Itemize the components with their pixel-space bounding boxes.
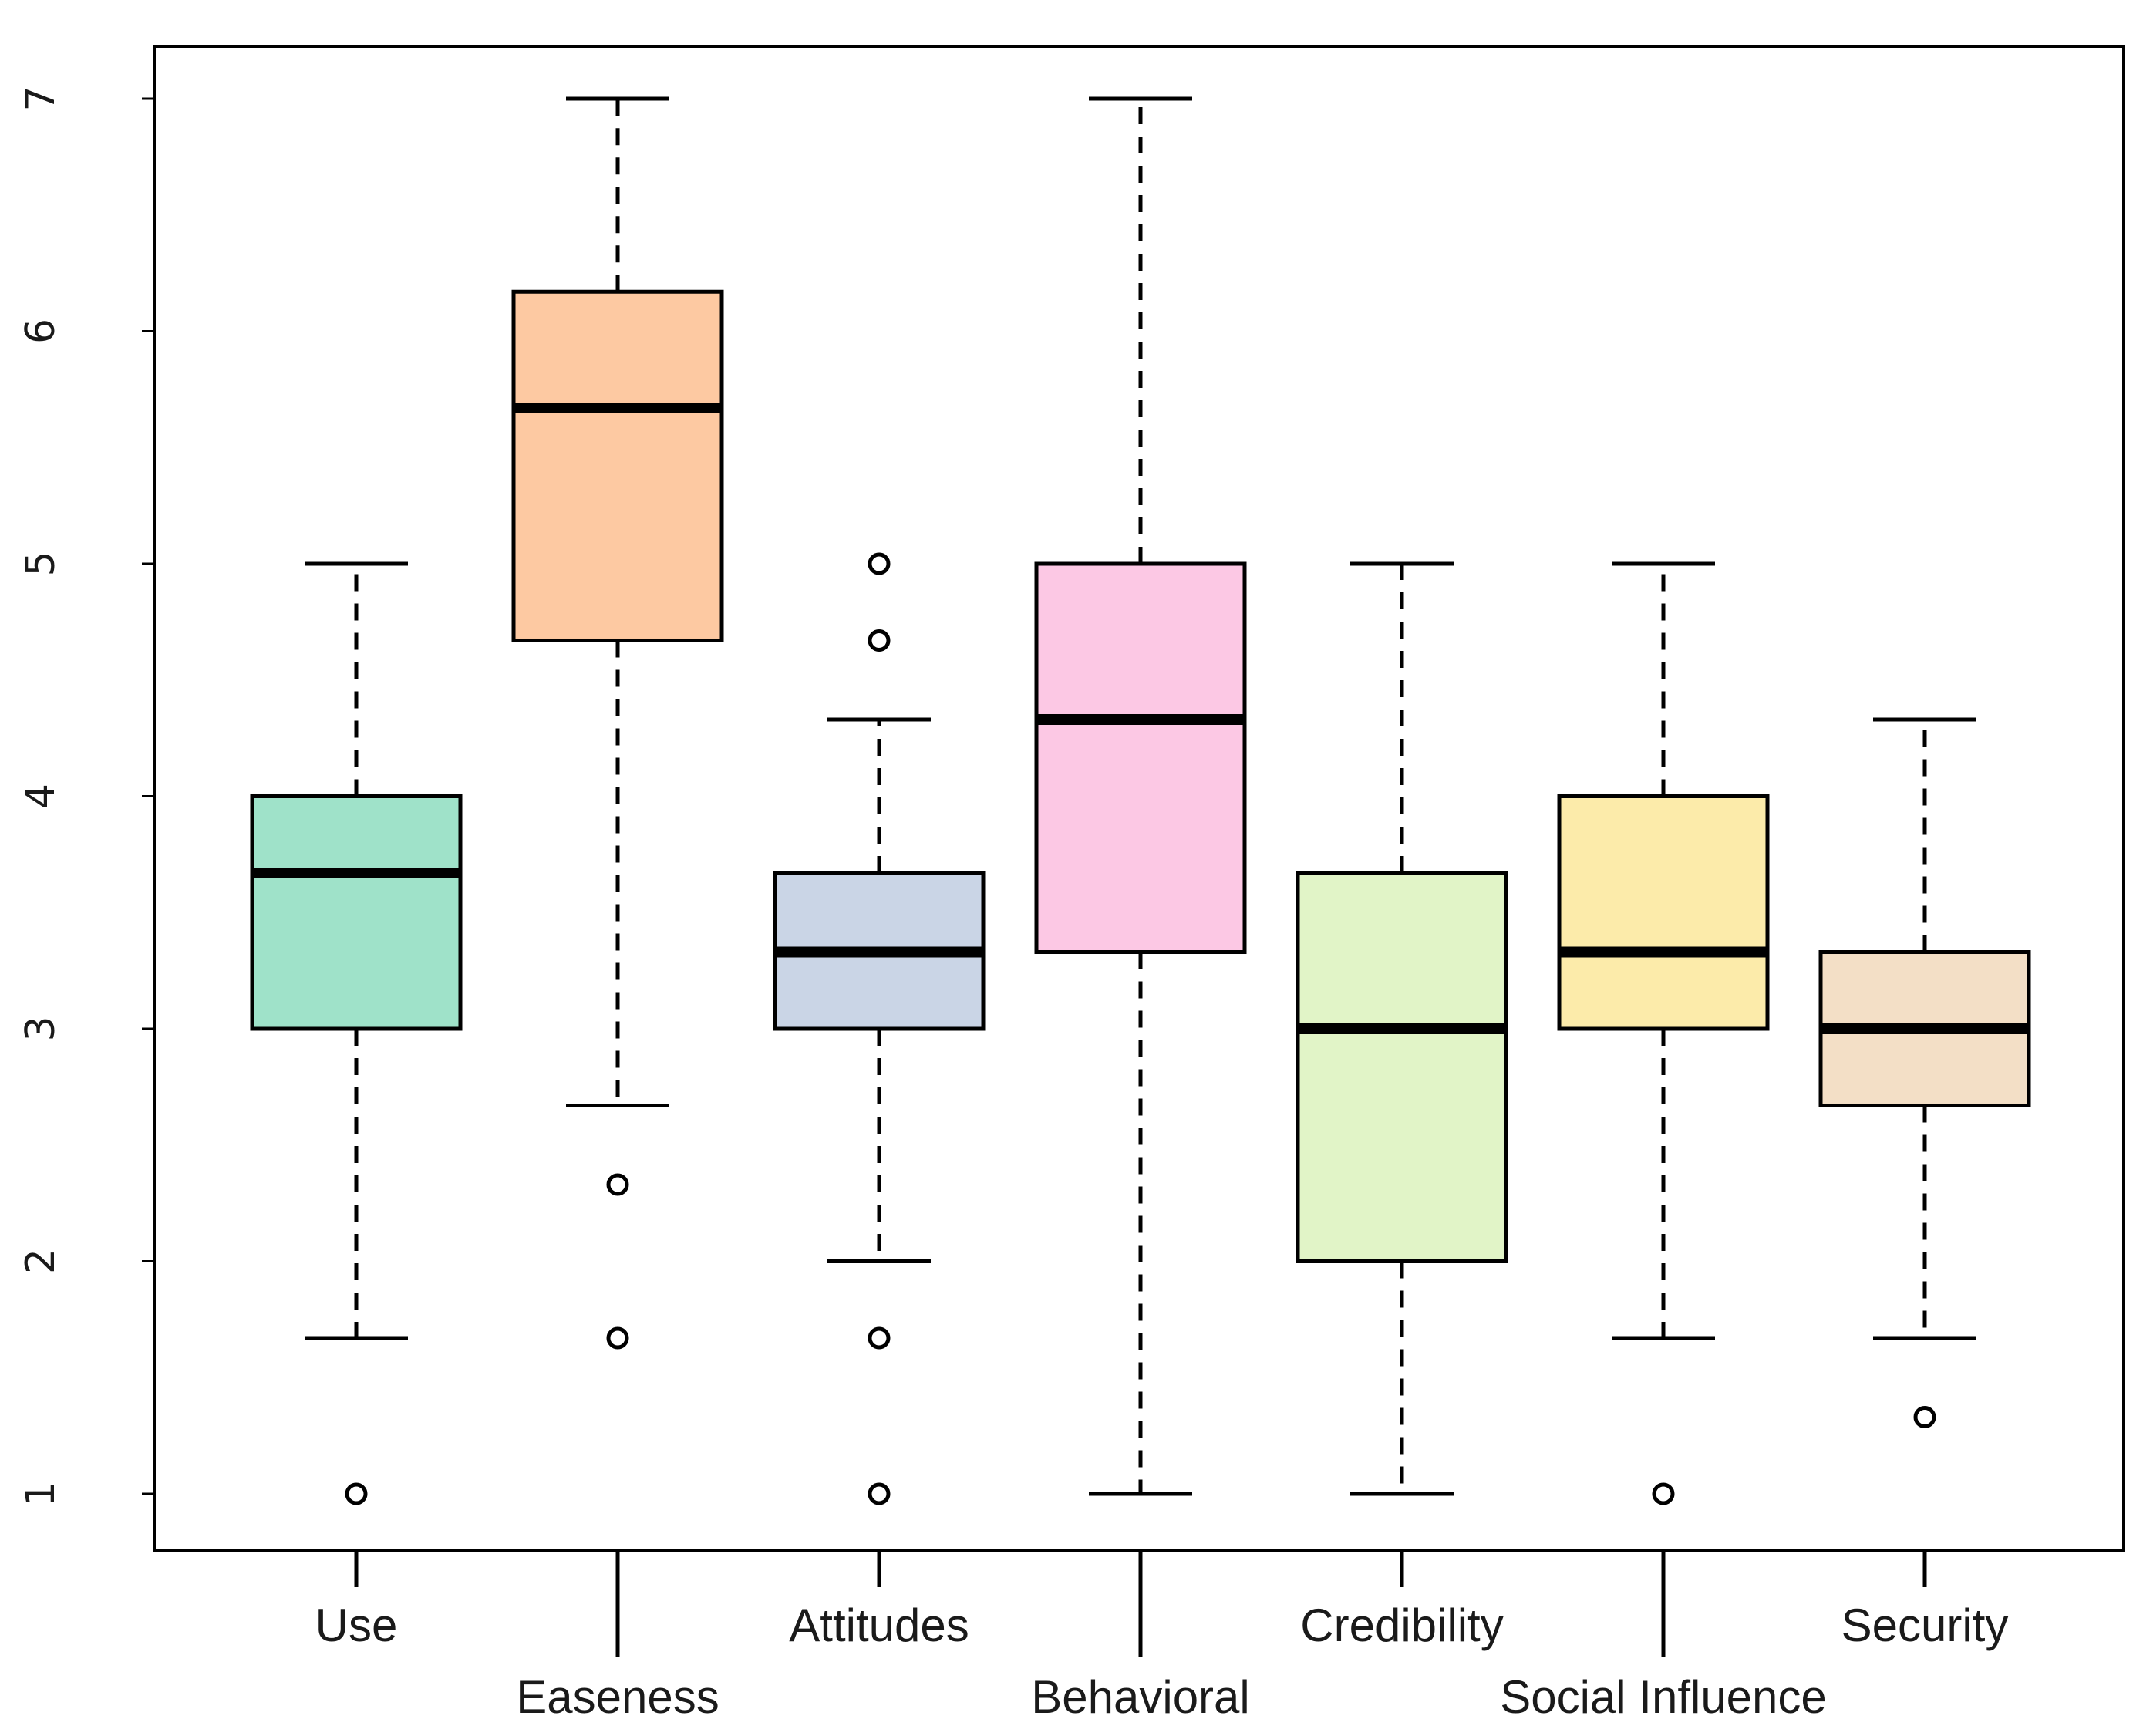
box-credibility [1296, 561, 1508, 1496]
outlier-point [606, 1326, 629, 1350]
iqr-box [1557, 794, 1770, 1031]
outlier-point [1913, 1406, 1936, 1429]
x-tick-label: Social Influence [1500, 1671, 1827, 1723]
x-tick-label: Credibility [1300, 1599, 1503, 1651]
outlier-point [1652, 1482, 1675, 1505]
x-tick-label: Attitudes [789, 1599, 969, 1651]
iqr-box [250, 794, 463, 1031]
y-axis: 1 2 3 4 5 6 7 [18, 86, 154, 1507]
outlier-point [345, 1482, 368, 1505]
boxes-layer [250, 96, 2031, 1505]
outlier-point [868, 1482, 891, 1505]
y-tick-label: 4 [18, 784, 64, 809]
y-tick-label: 5 [18, 551, 64, 576]
x-tick-label: Security [1841, 1599, 2009, 1651]
x-tick-label: Easeness [516, 1671, 719, 1723]
iqr-box [1296, 871, 1508, 1263]
outlier-point [868, 629, 891, 652]
x-tick-label: Use [315, 1599, 398, 1651]
outlier-point [868, 1326, 891, 1350]
y-tick-label: 3 [18, 1016, 64, 1041]
outlier-point [606, 1173, 629, 1196]
y-tick-label: 2 [18, 1249, 64, 1274]
outlier-point [868, 552, 891, 575]
y-tick-label: 7 [18, 86, 64, 111]
box-behavioral [1034, 96, 1247, 1496]
box-easeness [511, 96, 724, 1350]
box-attitudes [773, 552, 986, 1505]
iqr-box [1034, 561, 1247, 955]
box-use [250, 561, 463, 1505]
x-axis: Use Easeness Attitudes Behavioral Credibilit… [315, 1551, 2009, 1723]
box-social-influence [1557, 561, 1770, 1505]
iqr-box [511, 289, 724, 642]
y-tick-label: 6 [18, 319, 64, 344]
x-tick-label: Behavioral [1031, 1671, 1250, 1723]
y-tick-label: 1 [18, 1481, 64, 1506]
box-security [1818, 717, 2031, 1429]
